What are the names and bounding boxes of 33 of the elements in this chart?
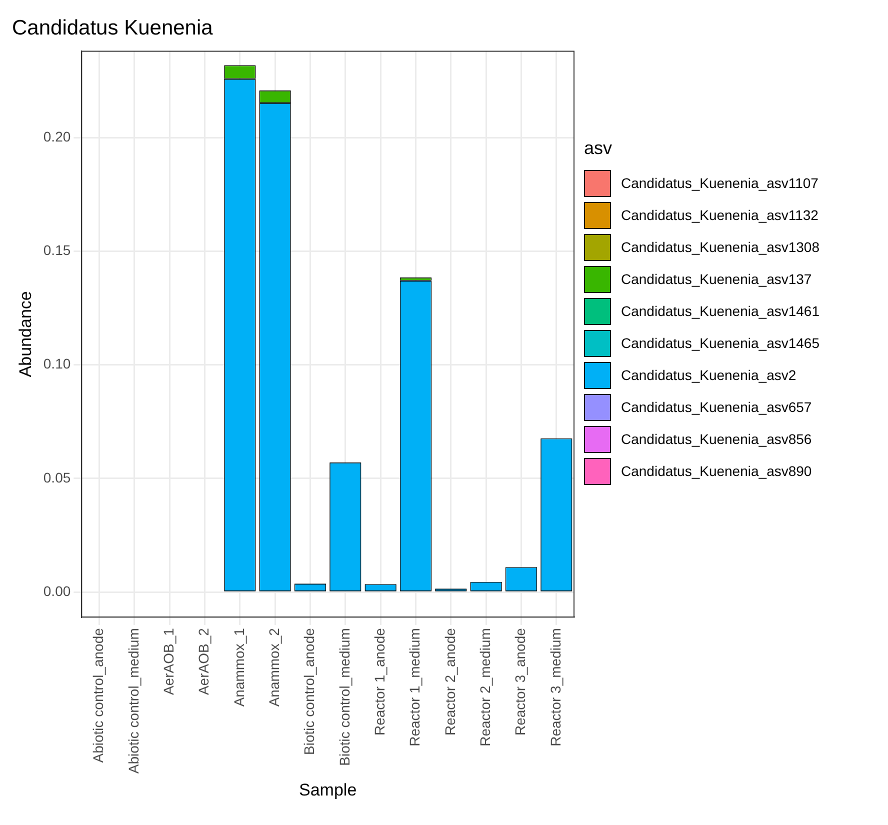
legend-label: Candidatus_Kuenenia_asv657 (621, 399, 812, 415)
legend-title: asv (584, 138, 614, 159)
legend-label: Candidatus_Kuenenia_asv2 (621, 367, 796, 383)
legend-label: Candidatus_Kuenenia_asv1107 (621, 175, 818, 191)
legend-label: Candidatus_Kuenenia_asv1308 (621, 239, 820, 255)
x-tick-label: Reactor 1_anode (371, 628, 388, 736)
x-tick-label: Abiotic control_medium (125, 628, 142, 774)
x-tick-label: Abiotic control_anode (90, 628, 106, 763)
legend-label: Candidatus_Kuenenia_asv1465 (621, 335, 820, 351)
x-tick-label: AerAOB_2 (196, 628, 212, 696)
x-tick-label: Reactor 3_medium (547, 628, 564, 746)
x-tick-label: Anammox_1 (230, 628, 247, 707)
legend-label: Candidatus_Kuenenia_asv137 (621, 271, 812, 287)
y-tick-label: 0.05 (43, 469, 71, 486)
x-tick-label: Reactor 3_anode (512, 628, 528, 736)
legend-label: Candidatus_Kuenenia_asv1132 (621, 207, 818, 223)
legend-label: Candidatus_Kuenenia_asv1461 (621, 303, 820, 319)
x-tick-label: Biotic control_medium (336, 628, 352, 766)
x-tick-label: Reactor 2_anode (442, 628, 458, 736)
chart-title: Candidatus Kuenenia (12, 16, 214, 40)
y-tick-label: 0.10 (43, 356, 71, 372)
y-tick-label: 0.00 (43, 582, 71, 599)
x-tick-label: Reactor 2_medium (476, 628, 493, 746)
y-tick-label: 0.20 (43, 128, 71, 144)
x-tick-label: AerAOB_1 (160, 628, 176, 696)
x-tick-label: Biotic control_anode (301, 628, 318, 755)
legend-label: Candidatus_Kuenenia_asv856 (621, 431, 812, 447)
y-axis-title: Abundance (16, 291, 35, 378)
x-tick-label: Anammox_2 (266, 628, 282, 707)
y-tick-label: 0.15 (43, 242, 71, 258)
x-tick-label: Reactor 1_medium (406, 628, 423, 746)
legend-label: Candidatus_Kuenenia_asv890 (621, 463, 812, 479)
x-axis-title: Sample (299, 780, 357, 800)
